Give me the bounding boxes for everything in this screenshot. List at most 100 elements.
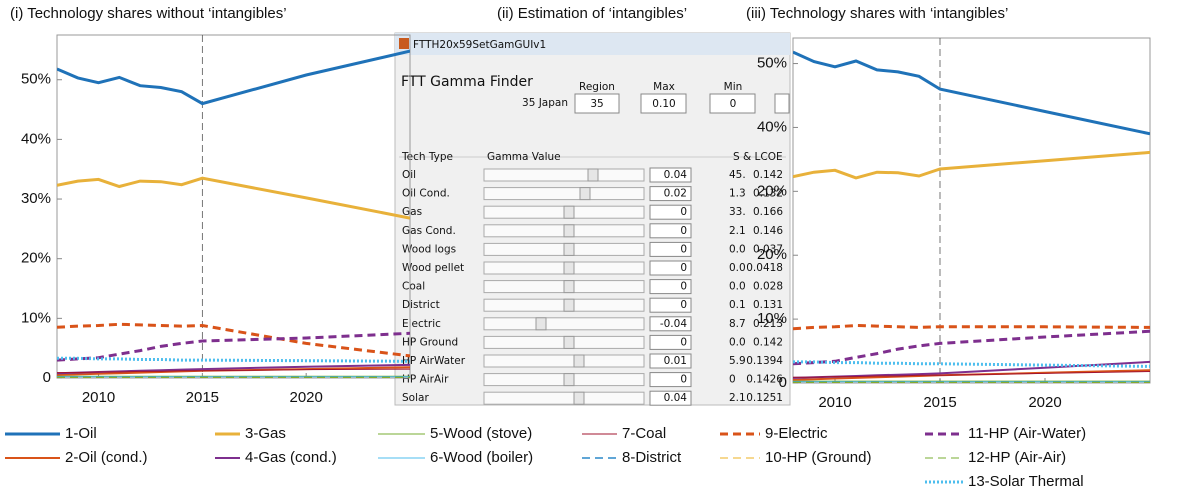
series-line bbox=[57, 368, 410, 374]
window-title: FTTH20x59SetGamGUIv1 bbox=[413, 39, 546, 51]
gamma-value: 0 bbox=[680, 243, 687, 255]
slider-track[interactable] bbox=[483, 354, 645, 368]
legend-label: 11-HP (Air-Water) bbox=[968, 425, 1086, 442]
slider-track[interactable] bbox=[483, 168, 645, 182]
panel-title: (ii) Estimation of ‘intangibles’ bbox=[497, 5, 687, 22]
gamma-box[interactable] bbox=[649, 260, 692, 276]
min-box[interactable] bbox=[709, 93, 756, 114]
y-tick-label: 20% bbox=[757, 246, 787, 263]
col-tech: Tech Type bbox=[401, 151, 453, 163]
slider-thumb[interactable] bbox=[579, 187, 591, 201]
slider-track[interactable] bbox=[483, 187, 645, 201]
gamma-box[interactable] bbox=[649, 204, 692, 220]
x-tick-label: 2015 bbox=[186, 389, 219, 406]
gamma-box[interactable] bbox=[649, 334, 692, 350]
legend-label: 4-Gas (cond.) bbox=[245, 449, 337, 466]
y-tick-label: 10% bbox=[21, 309, 51, 326]
slider-thumb[interactable] bbox=[563, 224, 575, 238]
min-value: 0 bbox=[730, 98, 737, 110]
lcoe: 0.142 bbox=[753, 336, 783, 348]
series-line bbox=[793, 150, 1150, 180]
y-tick-label: 10% bbox=[757, 310, 787, 327]
tech-name: Oil bbox=[402, 169, 416, 181]
slider-track[interactable] bbox=[483, 317, 645, 331]
gamma-value: 0 bbox=[680, 262, 687, 274]
y-tick-label: 40% bbox=[21, 130, 51, 147]
gamma-value: 0 bbox=[680, 299, 687, 311]
gamma-box[interactable] bbox=[649, 241, 692, 257]
region-name: 35 Japan bbox=[522, 97, 568, 109]
plot-frame bbox=[792, 37, 1151, 384]
y-tick-label: 50% bbox=[757, 55, 787, 72]
slider-thumb[interactable] bbox=[563, 280, 575, 294]
gamma-box[interactable] bbox=[649, 316, 692, 332]
gamma-value: 0 bbox=[680, 336, 687, 348]
y-tick-label: 30% bbox=[21, 190, 51, 207]
tech-name: HP AirWater bbox=[402, 355, 466, 367]
share: 0.0 bbox=[729, 243, 746, 255]
share: 0 bbox=[729, 374, 736, 386]
share: 8.7 bbox=[729, 318, 746, 330]
extra-box[interactable] bbox=[774, 93, 790, 114]
share: 45. bbox=[729, 169, 746, 181]
y-tick-label: 50% bbox=[21, 71, 51, 88]
gamma-box[interactable] bbox=[649, 279, 692, 295]
series-line bbox=[57, 49, 410, 106]
slider-thumb[interactable] bbox=[573, 391, 585, 405]
lcoe: 0.1426 bbox=[746, 374, 783, 386]
slider-thumb[interactable] bbox=[587, 168, 599, 182]
series-line bbox=[793, 323, 1150, 331]
tech-name: Wood pellet bbox=[402, 262, 464, 274]
slider-thumb[interactable] bbox=[535, 317, 547, 331]
legend-label: 7-Coal bbox=[622, 425, 666, 442]
slider-thumb[interactable] bbox=[563, 205, 575, 219]
region-box[interactable] bbox=[574, 93, 620, 114]
slider-track[interactable] bbox=[483, 391, 645, 405]
series-line bbox=[793, 371, 1150, 378]
gamma-value: 0 bbox=[680, 206, 687, 218]
region-label: Region bbox=[579, 81, 615, 93]
series-line bbox=[57, 176, 410, 220]
region-value: 35 bbox=[590, 98, 603, 110]
slider-thumb[interactable] bbox=[563, 242, 575, 256]
slider-thumb[interactable] bbox=[563, 373, 575, 387]
gamma-box[interactable] bbox=[649, 186, 692, 202]
gui-panel: (ii) Estimation of ‘intangibles’ FTTH20x… bbox=[394, 5, 791, 406]
legend-label: 6-Wood (boiler) bbox=[430, 449, 533, 466]
gamma-box[interactable] bbox=[649, 353, 692, 369]
gamma-box[interactable] bbox=[649, 297, 692, 313]
lcoe: 0.132 bbox=[753, 188, 783, 200]
slider-thumb[interactable] bbox=[573, 354, 585, 368]
gamma-box[interactable] bbox=[649, 372, 692, 388]
legend-label: 13-Solar Thermal bbox=[968, 473, 1084, 490]
slider-thumb[interactable] bbox=[563, 298, 575, 312]
share: 0.0 bbox=[729, 262, 746, 274]
lcoe: 0.131 bbox=[753, 299, 783, 311]
share: 2.1 bbox=[729, 392, 746, 404]
tech-name: Oil Cond. bbox=[402, 188, 450, 200]
lcoe: 0.0418 bbox=[746, 262, 783, 274]
tech-name: Coal bbox=[402, 281, 425, 293]
tech-name: District bbox=[402, 299, 440, 311]
gamma-value: -0.04 bbox=[660, 318, 687, 330]
legend-label: 10-HP (Ground) bbox=[765, 449, 871, 466]
slider-thumb[interactable] bbox=[563, 261, 575, 275]
col-gamma: Gamma Value bbox=[487, 151, 561, 163]
gamma-box[interactable] bbox=[649, 223, 692, 239]
share: 33. bbox=[729, 206, 746, 218]
slider-thumb[interactable] bbox=[563, 335, 575, 349]
max-box[interactable] bbox=[640, 93, 687, 114]
legend-label: 2-Oil (cond.) bbox=[65, 449, 148, 466]
max-value: 0.10 bbox=[652, 98, 675, 110]
series-line bbox=[57, 331, 410, 362]
tech-name: Wood logs bbox=[402, 243, 456, 255]
gamma-box[interactable] bbox=[649, 167, 692, 183]
legend-label: 9-Electric bbox=[765, 425, 828, 442]
series-line bbox=[793, 329, 1150, 366]
lcoe: 0.037 bbox=[753, 243, 783, 255]
gamma-value: 0.04 bbox=[664, 169, 688, 181]
legend-label: 1-Oil bbox=[65, 425, 97, 442]
share: 0.1 bbox=[729, 299, 746, 311]
share: 0.0 bbox=[729, 281, 746, 293]
gamma-box[interactable] bbox=[649, 390, 692, 406]
